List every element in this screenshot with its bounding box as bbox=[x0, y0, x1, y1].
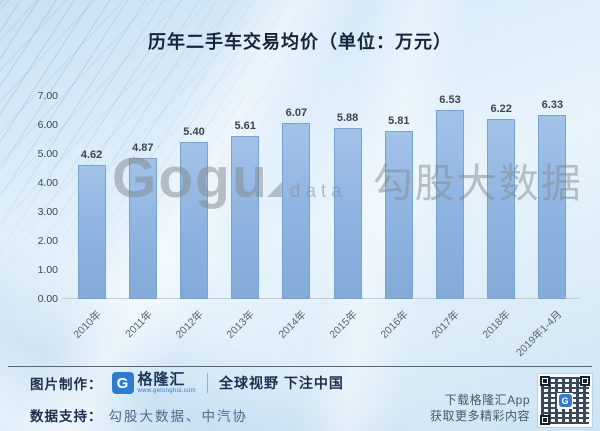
y-tick-label: 2.00 bbox=[37, 235, 58, 247]
y-tick-label: 3.00 bbox=[37, 206, 58, 218]
bar bbox=[77, 165, 106, 299]
qr-badge-letter: G bbox=[558, 394, 572, 407]
bar bbox=[436, 109, 464, 299]
qr-finder-icon bbox=[540, 376, 550, 386]
app-promo-line1: 下载格隆汇App bbox=[444, 393, 530, 407]
x-tick-label: 2017年 bbox=[429, 308, 462, 341]
vertical-divider bbox=[206, 373, 208, 393]
footer-data-support-row: 数据支持： 勾股大数据、中汽协 bbox=[30, 405, 248, 425]
bar-value-label: 5.40 bbox=[183, 126, 205, 139]
qr-finder-icon bbox=[580, 376, 590, 386]
bar bbox=[333, 128, 362, 299]
x-tick-label: 2014年 bbox=[275, 308, 309, 341]
y-tick-label: 4.00 bbox=[37, 177, 58, 189]
x-tick-label: 2018年 bbox=[480, 308, 514, 341]
bar bbox=[487, 118, 516, 299]
y-tick-label: 0.00 bbox=[37, 293, 58, 305]
brand-logo-text: 格隆汇 www.gelonghui.com bbox=[138, 372, 196, 394]
support-value: 勾股大数据、中汽协 bbox=[108, 409, 248, 424]
bar-value-label: 5.81 bbox=[388, 114, 410, 127]
y-tick-label: 1.00 bbox=[37, 264, 58, 276]
bar bbox=[538, 115, 567, 299]
qr-code: G bbox=[538, 374, 592, 427]
x-tick-label: 2010年 bbox=[71, 308, 104, 341]
bar bbox=[128, 157, 157, 299]
x-axis-line bbox=[62, 298, 580, 299]
bar-value-label: 4.87 bbox=[132, 141, 154, 154]
chart-title: 历年二手车交易均价（单位：万元） bbox=[148, 32, 452, 52]
bar bbox=[231, 136, 260, 299]
bar-value-label: 5.61 bbox=[234, 120, 256, 133]
y-tick-label: 6.00 bbox=[37, 119, 58, 131]
support-label: 数据支持： bbox=[30, 409, 103, 424]
bar bbox=[282, 122, 311, 299]
bar bbox=[384, 130, 413, 299]
x-tick-label: 2011年 bbox=[122, 308, 155, 341]
footer-divider bbox=[8, 366, 592, 367]
brand-logo-icon: G bbox=[111, 372, 134, 394]
bar-value-label: 5.88 bbox=[336, 112, 359, 125]
brand-logo: G 格隆汇 www.gelonghui.com bbox=[111, 372, 196, 394]
brand-slogan: 全球视野 下注中国 bbox=[218, 375, 344, 391]
x-tick-label: 2016年 bbox=[378, 308, 411, 341]
x-tick-label: 2013年 bbox=[224, 308, 258, 341]
x-tick-label: 2019年1-4月 bbox=[513, 308, 565, 360]
brand-name: 格隆汇 bbox=[137, 371, 186, 388]
footer-made-by-row: 图片制作： G 格隆汇 www.gelonghui.com 全球视野 下注中国 bbox=[30, 372, 344, 394]
bar bbox=[180, 142, 208, 299]
app-promo-line2: 获取更多精彩内容 bbox=[429, 409, 530, 423]
y-tick-label: 7.00 bbox=[37, 90, 58, 102]
qr-finder-icon bbox=[540, 415, 550, 425]
x-tick-label: 2012年 bbox=[173, 308, 206, 341]
bar-value-label: 4.62 bbox=[80, 149, 103, 162]
bar-value-label: 6.22 bbox=[490, 102, 512, 115]
x-tick-label: 2015年 bbox=[327, 308, 360, 341]
plot-area: 0.00 1.00 2.00 3.00 4.00 5.00 6.00 7.00 4.62 2010… bbox=[38, 90, 580, 359]
y-tick-label: 5.00 bbox=[37, 148, 58, 160]
bar-value-label: 6.33 bbox=[541, 99, 564, 112]
bar-value-label: 6.53 bbox=[439, 93, 461, 106]
brand-url: www.gelonghui.com bbox=[137, 388, 196, 394]
made-by-label: 图片制作： bbox=[30, 377, 103, 392]
app-download-promo: 下载格隆汇App 获取更多精彩内容 bbox=[430, 392, 530, 424]
qr-center-badge: G bbox=[557, 392, 573, 409]
bar-value-label: 6.07 bbox=[285, 106, 308, 119]
